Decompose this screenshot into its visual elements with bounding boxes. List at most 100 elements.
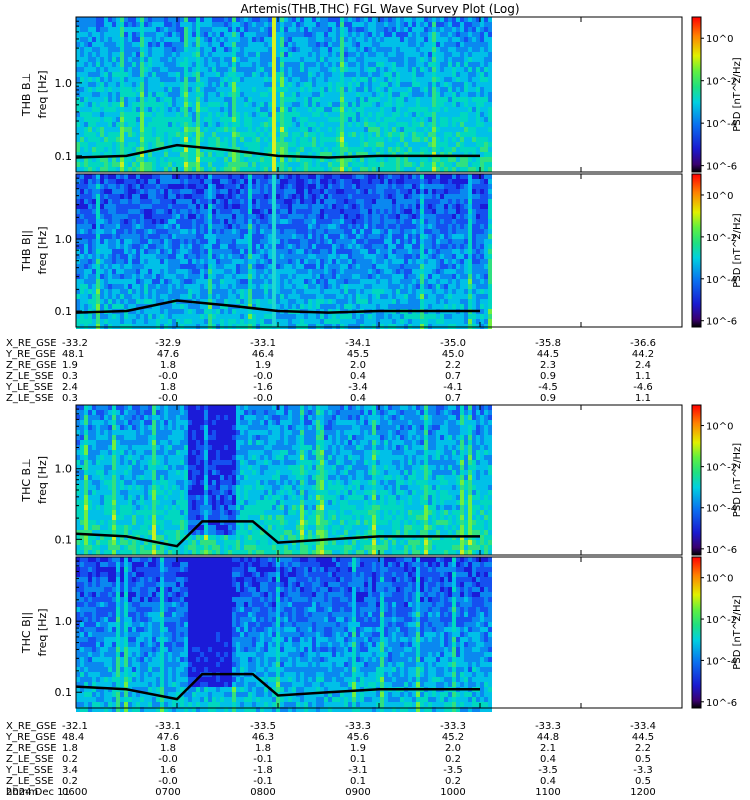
ephem-row-label: Y_RE_GSE <box>5 349 56 360</box>
ephem-value: 0.2 <box>62 776 78 787</box>
ephem-value: 0600 <box>62 787 87 798</box>
y-tick-label: 0.1 <box>55 686 73 699</box>
ephem-row-label: Z_LE_SSE <box>6 754 54 765</box>
ephem-value: -0.1 <box>253 776 273 787</box>
ephem-value: -1.8 <box>253 765 273 776</box>
ephem-value: -0.0 <box>253 393 273 404</box>
ephem-value: 0800 <box>250 787 275 798</box>
overlay-line <box>75 143 480 159</box>
ephem-value: 2.4 <box>62 382 78 393</box>
ephem-value: 45.5 <box>347 349 369 360</box>
ephem-row-label: Z_LE_SSE <box>6 393 54 404</box>
ephemeris-thc: X_RE_GSE -32.1 -33.1 -33.5 -33.3 -33.3 -33.3 -3… <box>5 721 656 798</box>
ephem-value: 0.1 <box>350 754 366 765</box>
y-tick-label: 1.0 <box>55 615 73 628</box>
ephem-value: -0.0 <box>253 371 273 382</box>
ephem-value: 0.4 <box>350 393 366 404</box>
ephem-value: 2.0 <box>350 360 366 371</box>
colorbar-label: PSD [nT^2/Hz] <box>732 595 743 669</box>
colorbar-gradient <box>691 173 702 328</box>
colorbar-tick-label: 10^0 <box>706 422 733 433</box>
y-label-probe: THB B|| <box>20 230 33 272</box>
ephem-value: 0.1 <box>350 776 366 787</box>
y-label-freq: freq [Hz] <box>36 70 49 118</box>
ephem-value: -0.1 <box>253 754 273 765</box>
y-label-freq: freq [Hz] <box>36 608 49 656</box>
y-label-freq: freq [Hz] <box>36 456 49 504</box>
ephem-value: 1000 <box>440 787 465 798</box>
ephem-value: -33.2 <box>62 338 88 349</box>
ephem-row-label: Z_RE_GSE <box>6 743 57 754</box>
ephem-value: 44.5 <box>632 732 654 743</box>
ephem-value: 47.6 <box>157 349 179 360</box>
ephem-row-label: Y_RE_GSE <box>5 732 56 743</box>
colorbar-tick-label: 10^-2 <box>706 77 737 88</box>
ephem-row-label: X_RE_GSE <box>6 721 57 732</box>
colorbar-gradient <box>691 16 702 173</box>
colorbar-tick-label: 10^-4 <box>706 656 737 667</box>
colorbar-tick-label: 10^-2 <box>706 233 737 244</box>
ephem-value: 1.1 <box>635 393 651 404</box>
colorbar-label: PSD [nT^2/Hz] <box>732 213 743 287</box>
ephem-value: -34.1 <box>345 338 371 349</box>
ephem-value: -0.0 <box>158 754 178 765</box>
ephem-value: 0700 <box>155 787 180 798</box>
ephem-value: -0.0 <box>158 393 178 404</box>
y-label-probe: THB B⊥ <box>20 73 33 117</box>
ephem-value: -33.4 <box>630 721 656 732</box>
ephem-value: 45.6 <box>347 732 369 743</box>
ephem-value: 1.9 <box>350 743 366 754</box>
overlay-line <box>75 520 480 548</box>
ephem-value: 0.4 <box>540 776 556 787</box>
ephem-value: -4.1 <box>443 382 463 393</box>
ephem-value: 1.8 <box>160 360 176 371</box>
ephem-value: 44.8 <box>537 732 559 743</box>
colorbar-tick-label: 10^-6 <box>706 317 737 328</box>
ephem-value: 1100 <box>535 787 560 798</box>
ephem-value: -3.3 <box>633 765 653 776</box>
ephem-value: 45.2 <box>442 732 464 743</box>
ephem-value: -33.3 <box>535 721 561 732</box>
figure-title: Artemis(THB,THC) FGL Wave Survey Plot (L… <box>240 2 519 16</box>
ephem-value: -36.6 <box>630 338 656 349</box>
ephem-value: 44.2 <box>632 349 654 360</box>
colorbar-label: PSD [nT^2/Hz] <box>732 57 743 131</box>
ephem-value: -3.5 <box>443 765 463 776</box>
ephem-value: -35.0 <box>440 338 466 349</box>
ephem-value: -3.1 <box>348 765 368 776</box>
ephem-value: 3.4 <box>62 765 78 776</box>
ephem-row-label: Y_LE_SSE <box>5 765 53 776</box>
ephem-value: 0.7 <box>445 371 461 382</box>
y-tick-label: 0.1 <box>55 150 73 163</box>
colorbar-thc-bperp: 10^0 10^-2 10^-4 10^-6 PSD [nT^2/Hz] <box>691 404 743 556</box>
y-label-freq: freq [Hz] <box>36 226 49 274</box>
ephem-value: 2.3 <box>540 360 556 371</box>
y-label-probe: THC B|| <box>20 612 33 654</box>
ephem-value: -32.1 <box>62 721 88 732</box>
spectrogram-panel-thb-bperp: 1.0 0.1 THB B⊥ freq [Hz] <box>20 16 683 173</box>
colorbar-tick-label: 10^0 <box>706 191 733 202</box>
ephem-value: 0.4 <box>540 754 556 765</box>
colorbar-tick-label: 10^-4 <box>706 275 737 286</box>
y-tick-label: 0.1 <box>55 533 73 546</box>
ephem-value: -3.4 <box>348 382 368 393</box>
ephem-value: 47.6 <box>157 732 179 743</box>
y-tick-label: 0.1 <box>55 305 73 318</box>
overlay-line <box>75 672 480 701</box>
ephem-value: 48.1 <box>62 349 84 360</box>
ephem-row-label: Y_LE_SSE <box>5 382 53 393</box>
colorbar-tick-label: 10^-6 <box>706 545 737 556</box>
ephem-value: 0.7 <box>445 393 461 404</box>
colorbar-tick-label: 10^0 <box>706 574 733 585</box>
ephem-value: -33.1 <box>250 338 276 349</box>
ephem-value: -35.8 <box>535 338 561 349</box>
ephem-value: -33.3 <box>440 721 466 732</box>
ephem-value: 1.6 <box>160 765 176 776</box>
ephem-value: 1.8 <box>62 743 78 754</box>
ephem-row-label: hhmm <box>6 787 38 798</box>
ephem-value: 0.2 <box>445 754 461 765</box>
date-label: 2024 Dec 11 <box>6 787 70 798</box>
ephem-value: 1.8 <box>160 743 176 754</box>
ephem-value: 2.2 <box>445 360 461 371</box>
